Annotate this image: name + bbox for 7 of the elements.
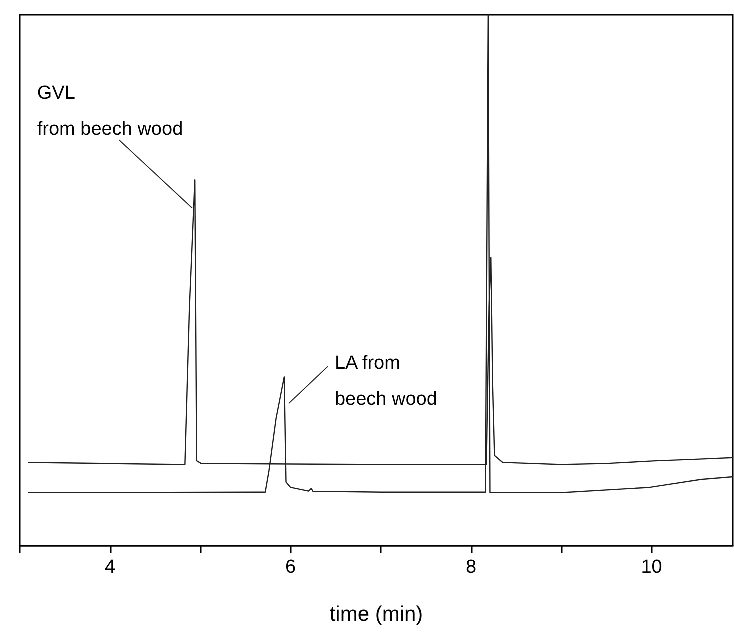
x-tick-label: 10 [641, 557, 662, 578]
x-tick-label: 4 [104, 557, 116, 578]
annotation: LA from beech wood [334, 353, 438, 410]
annotation: GVL from beech wood [37, 82, 184, 140]
x-axis-title: time (min) [330, 603, 424, 626]
x-tick-label: 6 [285, 557, 296, 578]
x-tick-label: 8 [466, 557, 477, 578]
